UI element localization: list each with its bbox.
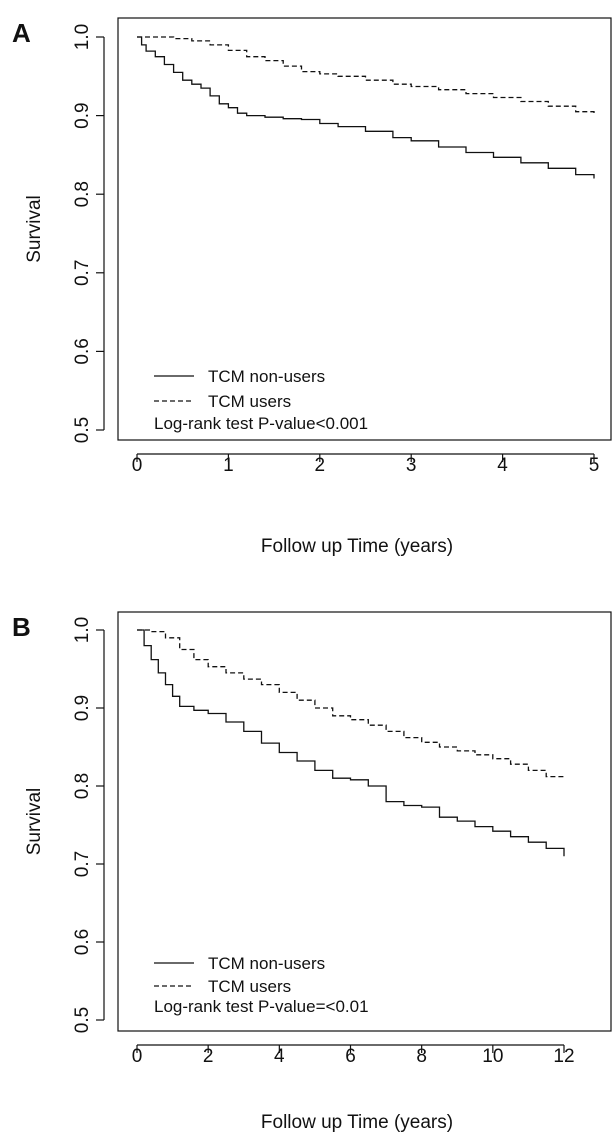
y-tick-label: 0.7 (72, 260, 93, 286)
chart-panel-b: B 0 2 4 6 8 10 12 0.5 0.6 0.7 0.8 0.9 1.0 Follow up Ti… (12, 611, 612, 1133)
x-tick-label: 3 (406, 455, 417, 476)
legend-label: TCM users (208, 392, 291, 411)
legend-label: TCM non-users (208, 954, 325, 973)
plot-frame (117, 611, 612, 1032)
x-tick-label: 6 (345, 1046, 356, 1067)
plot-frame (117, 17, 612, 441)
x-tick-label: 4 (497, 455, 508, 476)
x-axis-title: Follow up Time (years) (261, 536, 453, 557)
series-line-tcm-non-users (137, 629, 565, 857)
legend-label: TCM non-users (208, 367, 325, 386)
y-tick-label: 0.9 (72, 102, 93, 128)
x-tick-label: 1 (223, 455, 234, 476)
y-axis-title: Survival (24, 195, 45, 263)
y-tick-label: 0.7 (72, 851, 93, 877)
x-axis-title: Follow up Time (years) (261, 1112, 453, 1133)
x-tick-label: 5 (589, 455, 600, 476)
x-tick-label: 8 (416, 1046, 427, 1067)
y-tick-label: 0.6 (72, 338, 93, 364)
y-tick-label: 0.8 (72, 181, 93, 207)
y-tick-label: 0.6 (72, 929, 93, 955)
legend-label: TCM users (208, 977, 291, 996)
y-tick-label: 0.9 (72, 695, 93, 721)
y-tick-label: 0.8 (72, 773, 93, 799)
y-tick-label: 1.0 (72, 24, 93, 50)
panel-label: B (12, 612, 31, 642)
panel-label: A (12, 18, 31, 48)
series-line-tcm-users (137, 629, 564, 778)
series-line-tcm-users (137, 36, 595, 116)
y-tick-label: 0.5 (72, 1007, 93, 1033)
series-line-tcm-non-users (137, 36, 595, 179)
logrank-annotation: Log-rank test P-value=<0.01 (154, 997, 369, 1016)
x-tick-label: 10 (482, 1046, 503, 1067)
x-tick-label: 0 (132, 455, 143, 476)
y-tick-label: 1.0 (72, 617, 93, 643)
x-tick-label: 2 (203, 1046, 214, 1067)
x-tick-label: 12 (553, 1046, 574, 1067)
chart-panel-a: A 0 1 2 3 4 5 0.5 0.6 0.7 0.8 0.9 1.0 Follow up Time … (12, 17, 612, 557)
x-tick-label: 0 (132, 1046, 143, 1067)
x-tick-label: 4 (274, 1046, 285, 1067)
y-axis-title: Survival (24, 788, 45, 856)
logrank-annotation: Log-rank test P-value<0.001 (154, 414, 368, 433)
y-tick-label: 0.5 (72, 417, 93, 443)
x-tick-label: 2 (315, 455, 326, 476)
legend: TCM non-users TCM users Log-rank test P-va… (154, 367, 368, 433)
